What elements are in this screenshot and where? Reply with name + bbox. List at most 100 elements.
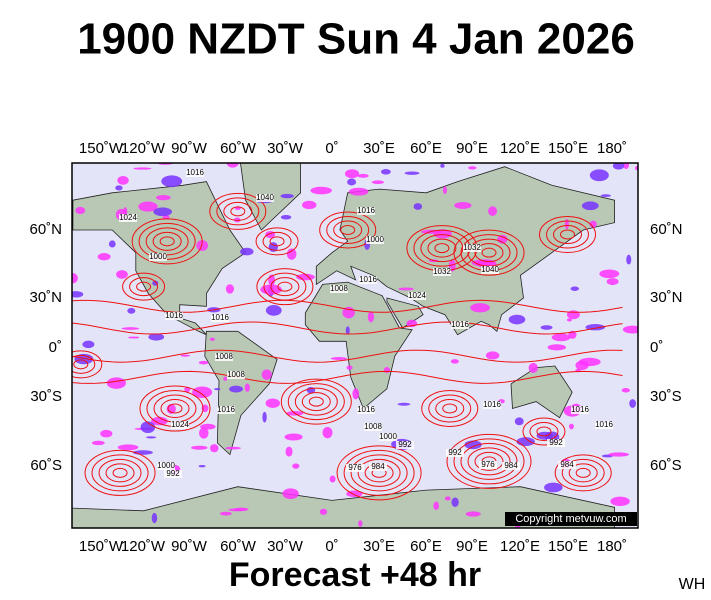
isobar [72,321,623,335]
precipitation [319,508,328,515]
precipitation [100,429,113,438]
isobar-label-bg [346,464,364,472]
precipitation [180,354,191,357]
isobar-label-bg [157,462,175,470]
precipitation [348,187,369,196]
precipitation [145,436,157,439]
isobar-label: 1000 [366,235,384,244]
precipitation [117,444,139,451]
isobar-label-bg [357,406,375,414]
isobar-label-bg [357,207,375,215]
precipitation [223,376,228,381]
precipitation [244,383,250,392]
isobar-label: 1008 [215,352,233,361]
precipitation [540,325,553,330]
isobar [216,197,260,226]
precipitation [301,200,317,210]
longitude-label: 30˚E [363,140,395,157]
isobar [145,227,189,256]
isobar [308,396,324,407]
precipitation [240,247,254,256]
isobar [152,231,182,251]
precipitation [282,488,299,500]
precipitation [397,402,411,406]
precipitation [564,218,569,230]
isobar [427,238,457,258]
isobar-label-bg [463,244,481,252]
precipitation [280,193,294,199]
copyright: Copyright metvuw.com [515,513,626,525]
isobar [467,447,511,476]
precipitation [140,421,156,434]
longitude-label: 150˚W [79,140,124,157]
isobar [72,354,96,374]
longitude-label: 90˚E [456,140,488,157]
precipitation [352,388,360,400]
isobar-label: 1040 [481,265,499,274]
isobar-label-bg [165,312,183,320]
precipitation [444,496,451,501]
precipitation [634,166,638,171]
longitude-label: 30˚W [267,140,304,157]
precipitation [213,387,221,391]
precipitation [280,215,292,220]
isobar [209,192,267,230]
precipitation [72,273,78,284]
isobar-label: 1040 [256,193,274,202]
isobar [481,247,497,258]
code-label: WH [679,576,706,593]
precipitation [528,362,538,373]
precipitation [286,248,297,260]
isobar-label-bg [256,194,274,202]
isobar [343,449,415,496]
isobar-label: 1016 [571,405,589,414]
land [304,281,413,410]
precipitation [106,377,126,389]
precipitation [485,351,500,360]
precipitation [285,446,293,457]
isobar [105,463,135,483]
precipitation [488,206,497,216]
isobar-label: 1000 [149,252,167,261]
precipitation [127,336,140,339]
precipitation [610,496,630,507]
longitude-label: 180˚ [597,538,627,555]
isobar [223,201,253,221]
isobar-label-bg [217,406,235,414]
isobar-label-bg [571,406,589,414]
isobar [72,370,623,384]
precipitation [115,185,123,191]
precipitation [330,357,347,360]
isobar [522,417,566,446]
precipitation [121,327,140,330]
precipitation [622,325,638,334]
isobar-label: 1016 [359,275,377,284]
precipitation [192,386,213,398]
isobar [138,222,196,260]
precipitation [262,411,267,423]
precipitation [209,337,215,341]
latitude-label: 30˚S [30,388,62,405]
precipitation [219,511,232,516]
precipitation [97,253,111,261]
isobar-label: 1000 [379,432,397,441]
isobar [536,426,552,437]
isobar [453,229,525,276]
longitude-label: 90˚E [456,538,488,555]
precipitation [612,163,625,170]
isobar-label: 1016 [357,206,375,215]
isobar [73,359,89,370]
isobar [256,268,314,306]
isobar [357,458,401,487]
precipitation [198,464,206,468]
isobar [420,234,464,263]
longitude-label: 60˚W [220,538,257,555]
precipitation [367,311,375,323]
precipitation [629,399,636,408]
isobar-label-bg [396,441,414,449]
longitude-label: 0˚ [325,140,338,157]
map-frame [71,162,639,529]
isobar-label: 1008 [364,422,382,431]
isobar [72,350,103,379]
